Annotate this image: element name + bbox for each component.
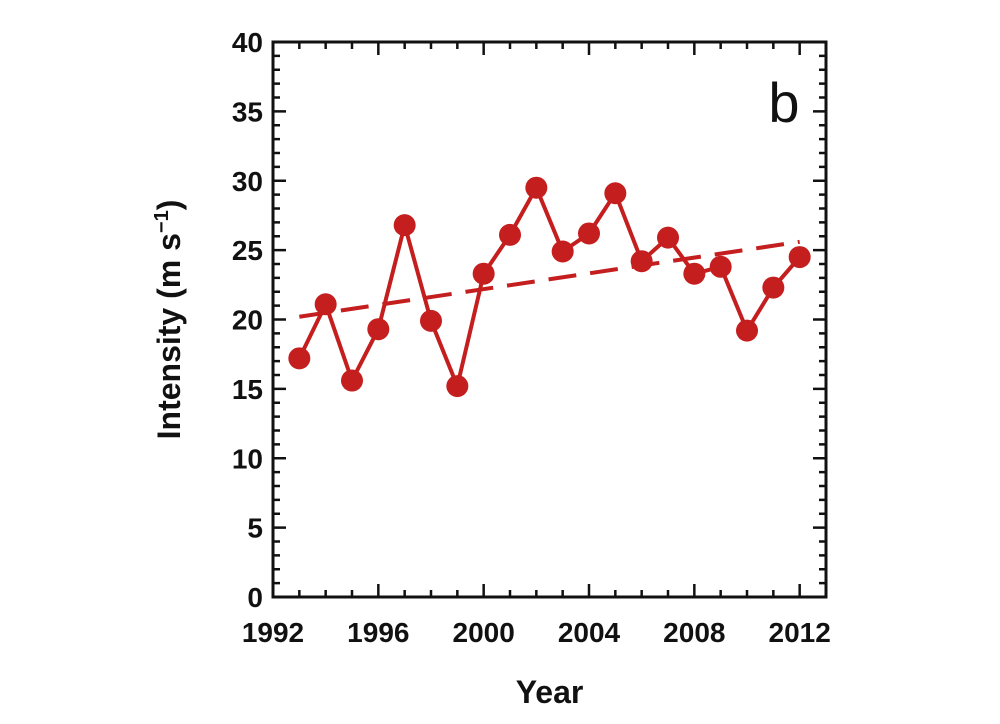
data-point — [578, 222, 600, 245]
data-point — [630, 250, 653, 273]
data-point — [499, 223, 521, 246]
data-point — [736, 319, 758, 342]
y-tick-label: 30 — [232, 166, 263, 197]
data-point — [420, 309, 442, 332]
data-point — [657, 226, 679, 249]
data-point — [314, 293, 337, 316]
x-tick-label: 2012 — [769, 617, 831, 648]
data-point — [762, 276, 785, 299]
data-point — [393, 214, 416, 237]
data-point — [709, 255, 732, 278]
y-axis-title-main: Intensity (m s — [151, 233, 187, 439]
data-point — [446, 375, 469, 398]
x-axis-title: Year — [516, 674, 584, 710]
panel-label: b — [768, 71, 799, 134]
x-tick-label: 1996 — [347, 617, 409, 648]
x-tick-label: 2004 — [558, 617, 621, 648]
data-point — [525, 176, 548, 199]
data-point — [341, 369, 363, 392]
plot-frame — [271, 40, 828, 599]
y-tick-label: 35 — [232, 96, 263, 127]
x-tick-label: 2008 — [663, 617, 725, 648]
y-tick-label: 5 — [247, 513, 263, 544]
y-tick-label: 10 — [232, 443, 263, 474]
data-point — [551, 240, 574, 263]
x-tick-label: 2000 — [453, 617, 515, 648]
y-tick-label: 20 — [232, 305, 263, 336]
y-axis-title-close: ) — [151, 200, 187, 211]
data-point — [288, 347, 311, 370]
y-tick-label: 0 — [247, 582, 263, 613]
y-tick-label: 15 — [232, 374, 263, 405]
y-tick-label: 25 — [232, 235, 263, 266]
data-point — [472, 262, 495, 285]
y-axis-title: Intensity (m s−1) — [151, 200, 187, 440]
x-tick-label: 1992 — [242, 617, 304, 648]
data-point — [788, 246, 811, 269]
axis-tick-labels: 1992 1996 2000 2004 2008 2012 0 5 10 15 20 25 30 35 40 — [232, 27, 831, 648]
data-point — [604, 182, 627, 205]
y-tick-label: 40 — [232, 27, 263, 58]
data-point — [683, 262, 706, 285]
y-axis-title-superscript: −1 — [151, 210, 173, 233]
series-layer — [288, 176, 811, 398]
data-point — [367, 318, 390, 341]
